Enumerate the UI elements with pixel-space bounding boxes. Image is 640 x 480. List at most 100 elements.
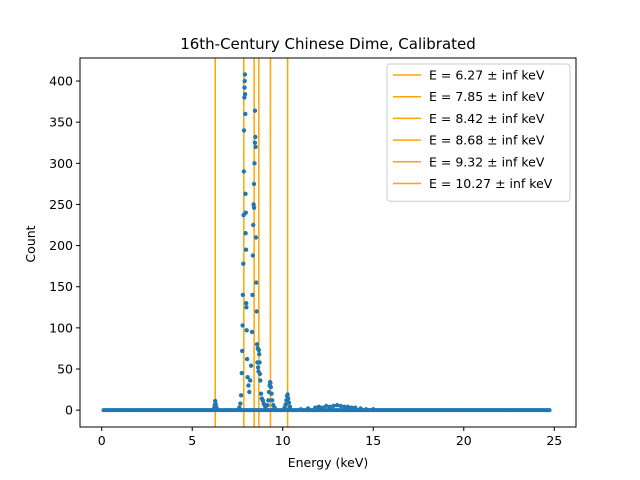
data-point xyxy=(282,405,287,410)
data-point xyxy=(243,231,248,236)
data-point xyxy=(257,352,262,357)
data-point xyxy=(252,108,258,113)
legend-entry-3: E = 8.42 ± inf keV xyxy=(429,111,545,126)
legend-entry-6: E = 10.27 ± inf keV xyxy=(429,176,553,191)
data-point xyxy=(260,398,265,403)
data-point xyxy=(324,403,329,409)
data-point xyxy=(243,191,248,196)
data-point xyxy=(256,347,261,353)
data-point xyxy=(283,402,288,407)
x-tick-label: 25 xyxy=(546,433,562,448)
data-point xyxy=(238,401,243,406)
data-point xyxy=(243,247,249,252)
data-point xyxy=(313,405,318,410)
data-point xyxy=(247,389,252,395)
data-point xyxy=(242,72,248,77)
legend-entry-2: E = 7.85 ± inf keV xyxy=(429,89,545,104)
data-point xyxy=(237,405,242,410)
data-point xyxy=(286,396,291,401)
data-point xyxy=(253,144,258,150)
data-point xyxy=(547,408,552,413)
data-point xyxy=(298,407,303,412)
legend: E = 6.27 ± inf keV E = 7.85 ± inf keV E = … xyxy=(386,63,571,202)
data-point xyxy=(243,210,248,215)
data-point xyxy=(257,360,262,365)
data-point xyxy=(254,309,259,314)
data-point xyxy=(342,404,347,409)
data-point xyxy=(248,378,253,383)
data-point xyxy=(250,292,255,298)
data-point xyxy=(320,405,325,410)
data-point xyxy=(338,403,343,409)
data-point xyxy=(241,128,247,133)
data-point xyxy=(252,140,258,145)
y-tick-label: 150 xyxy=(49,279,73,294)
data-point xyxy=(349,405,354,410)
x-axis-label: Energy (keV) xyxy=(288,455,369,470)
y-tick-label: 350 xyxy=(49,115,73,130)
data-point xyxy=(244,356,250,362)
data-point xyxy=(240,292,246,298)
data-point xyxy=(258,378,263,383)
data-point xyxy=(345,404,351,409)
x-tick-label: 5 xyxy=(188,433,196,448)
data-point xyxy=(270,398,275,403)
data-point xyxy=(327,404,332,409)
data-point xyxy=(253,235,259,240)
legend-entry-4: E = 8.68 ± inf keV xyxy=(429,133,545,148)
vertical-lines xyxy=(214,58,289,427)
data-point xyxy=(257,371,263,377)
data-point xyxy=(251,181,257,187)
data-point xyxy=(245,375,250,380)
data-point xyxy=(242,95,247,100)
data-point xyxy=(250,253,256,258)
y-tick-label: 300 xyxy=(49,156,73,171)
data-point xyxy=(269,391,274,396)
data-point xyxy=(214,405,219,410)
chart-title: 16th-Century Chinese Dime, Calibrated xyxy=(180,35,476,53)
data-point xyxy=(241,261,246,266)
data-point xyxy=(244,328,249,333)
data-point xyxy=(251,202,256,207)
data-point xyxy=(240,323,245,328)
data-point xyxy=(254,342,260,347)
y-axis-label: Count xyxy=(23,225,38,262)
data-point xyxy=(265,403,270,408)
legend-box xyxy=(386,63,571,202)
data-point xyxy=(331,403,336,409)
data-point xyxy=(266,398,271,403)
legend-entry-5: E = 9.32 ± inf keV xyxy=(429,154,545,169)
legend-entry-1: E = 6.27 ± inf keV xyxy=(429,68,545,83)
data-point xyxy=(243,111,248,117)
data-point xyxy=(242,85,247,90)
data-point xyxy=(305,406,311,411)
data-point xyxy=(316,404,322,409)
data-point xyxy=(272,405,277,410)
data-point xyxy=(213,398,218,404)
data-point xyxy=(287,404,293,409)
data-point xyxy=(254,280,259,285)
data-point xyxy=(255,365,261,370)
y-tick-label: 100 xyxy=(49,320,73,335)
x-tick-label: 10 xyxy=(275,433,291,448)
data-point xyxy=(353,405,358,410)
data-point xyxy=(248,363,254,368)
data-point xyxy=(268,380,273,386)
data-point xyxy=(286,400,292,405)
y-tick-label: 200 xyxy=(49,238,73,253)
data-point xyxy=(251,205,257,210)
data-point xyxy=(253,134,258,140)
data-point xyxy=(240,348,245,354)
data-point xyxy=(238,393,244,398)
data-point xyxy=(244,305,249,310)
x-tick-label: 15 xyxy=(365,433,381,448)
data-point xyxy=(213,402,218,407)
data-point xyxy=(246,383,251,388)
data-point xyxy=(268,384,273,390)
y-tick-label: 400 xyxy=(49,74,73,89)
data-points xyxy=(101,72,552,413)
data-point xyxy=(252,161,257,166)
data-point xyxy=(363,407,369,412)
